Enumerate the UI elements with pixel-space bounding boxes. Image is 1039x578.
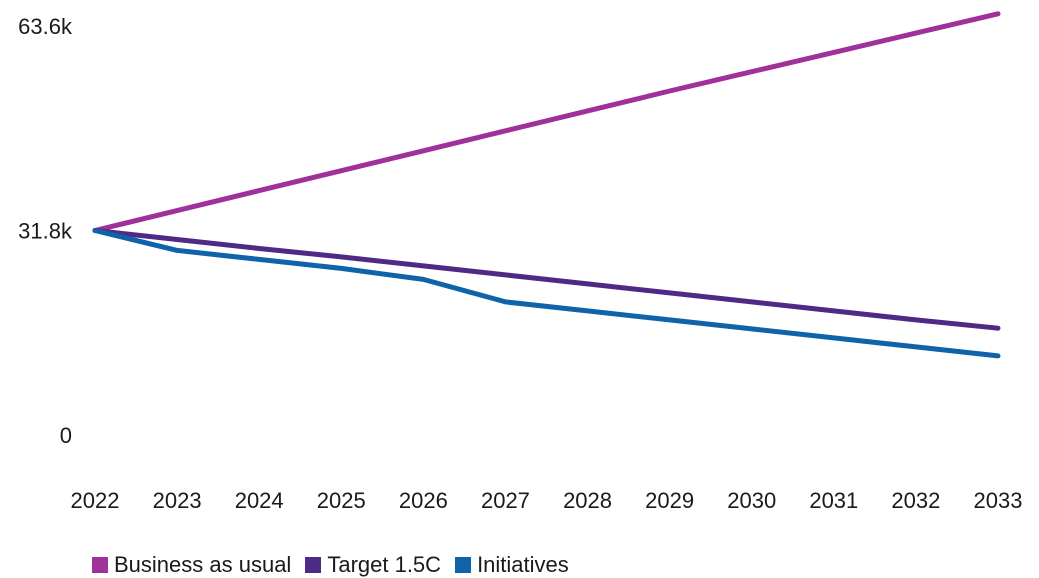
x-tick-label: 2024	[235, 488, 284, 513]
legend-label: Initiatives	[477, 552, 569, 577]
series-line-initiatives	[92, 228, 1001, 359]
x-tick-label: 2026	[399, 488, 448, 513]
series-line-business-as-usual	[92, 11, 1001, 233]
x-tick-label: 2032	[891, 488, 940, 513]
x-tick-label: 2027	[481, 488, 530, 513]
legend-item: Target 1.5C	[305, 553, 441, 577]
legend-label: Business as usual	[114, 552, 292, 577]
x-tick-label: 2025	[317, 488, 366, 513]
y-tick-label: 31.8k	[18, 219, 73, 244]
x-tick-label: 2028	[563, 488, 612, 513]
x-tick-label: 2023	[153, 488, 202, 513]
legend-swatch	[305, 557, 322, 573]
y-tick-label: 0	[60, 423, 72, 448]
y-tick-label: 63.6k	[18, 14, 73, 39]
x-tick-label: 2033	[974, 488, 1023, 513]
x-tick-label: 2030	[727, 488, 776, 513]
series-lines	[92, 11, 1001, 359]
series-line-target-1-5c	[92, 228, 1001, 331]
legend-item: Business as usual	[92, 553, 291, 577]
x-tick-label: 2022	[71, 488, 120, 513]
legend-swatch	[455, 557, 472, 573]
legend-label: Target 1.5C	[327, 552, 442, 577]
x-tick-label: 2029	[645, 488, 694, 513]
legend-swatch	[92, 557, 108, 573]
legend-item: Initiatives	[455, 553, 569, 577]
legend: Business as usual Target 1.5C Initiatives	[92, 553, 569, 577]
y-axis-ticks: 0 31.8k 63.6k	[18, 14, 73, 448]
x-tick-label: 2031	[809, 488, 858, 513]
x-axis-ticks: 2022 2023 2024 2025 2026 2027 2028 2029 2030 2031…	[71, 488, 1023, 513]
